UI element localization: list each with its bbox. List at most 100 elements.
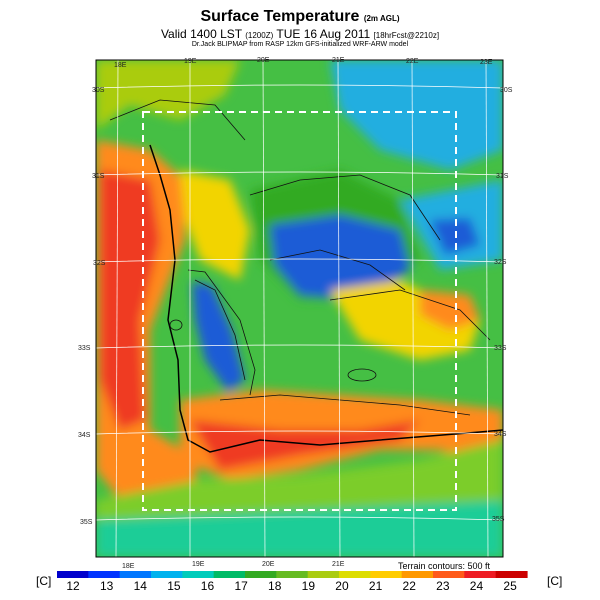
colorbar-tick-label: 15	[167, 579, 181, 593]
map-title-sub: (2m AGL)	[363, 14, 400, 23]
parallel-34s	[96, 430, 503, 435]
valid-utc: (1200Z)	[245, 31, 274, 40]
colorbar-tick-label: 24	[470, 579, 484, 593]
temperature-field	[96, 60, 503, 557]
terrain-contour-note: Terrain contours: 500 ft	[398, 561, 491, 571]
parallel-30s	[96, 84, 503, 89]
lat-label-left-32s: 32S	[93, 260, 106, 267]
colorbar-swatch	[401, 571, 434, 578]
field-west-warm	[180, 170, 250, 280]
parallel-35s	[96, 516, 503, 521]
colorbar-swatch	[307, 571, 340, 578]
lon-label-top-23e: 23E	[480, 59, 493, 66]
contour-6	[219, 394, 471, 416]
colorbar-tick-label: 17	[234, 579, 248, 593]
forecast-info: [18hrFcst@2210z]	[373, 31, 440, 40]
lat-label-right-30s: 30S	[500, 87, 513, 94]
parallel-33s	[96, 344, 503, 349]
lon-label-top-18e: 18E	[114, 62, 127, 69]
lat-label-left-35s: 35S	[80, 519, 93, 526]
lat-label-left-30s: 30S	[92, 87, 105, 94]
lon-label-top-19e: 19E	[184, 58, 197, 65]
field-ocean-cool	[96, 500, 503, 557]
colorbar-tick-label: 12	[66, 579, 80, 593]
parallel-32s	[96, 258, 503, 263]
lon-label-top-20e: 20E	[257, 57, 270, 64]
colorbar-swatch	[276, 571, 309, 578]
colorbar-tick-label: 25	[503, 579, 517, 593]
colorbar-tick-label: 21	[369, 579, 383, 593]
contour-1	[194, 279, 246, 381]
field-central-hot	[420, 290, 480, 330]
colorbar-unit-left: [C]	[36, 574, 51, 588]
contour-9	[169, 319, 183, 331]
field-ne-cool	[330, 60, 503, 170]
valid-prefix: Valid 1400 LST	[160, 27, 242, 41]
colorbar-swatch	[151, 571, 183, 578]
map-border	[95, 59, 504, 558]
colorbar-swatch	[495, 571, 528, 578]
field-west-hottest	[100, 170, 160, 430]
colorbar-swatch	[57, 571, 89, 578]
lat-label-left-33s: 33S	[78, 345, 91, 352]
meridian-22e	[411, 60, 415, 557]
meridian-18e	[115, 60, 119, 557]
colorbar-unit-right: [C]	[547, 574, 562, 588]
temperature-colorbar: [C] [C] 12 13 14 15 16 17 18 19 20 21 22 23 24 25	[36, 571, 562, 593]
graticule	[96, 60, 503, 557]
colorbar-swatch	[370, 571, 403, 578]
lat-label-right-34s: 34S	[494, 431, 507, 438]
field-central-warm	[330, 280, 480, 360]
colorbar-tick-label: 23	[436, 579, 450, 593]
valid-time-line: Valid 1400 LST (1200Z) TUE 16 Aug 2011 […	[0, 27, 600, 41]
colorbar-tick-label: 13	[100, 579, 114, 593]
colorbar-tick-labels: 12 13 14 15 16 17 18 19 20 21 22 23 24 25	[66, 579, 517, 593]
map-title: Surface Temperature (2m AGL)	[0, 8, 600, 26]
field-center-cold	[270, 215, 410, 300]
meridian-21e	[337, 60, 341, 557]
colorbar-tick-label: 14	[134, 579, 148, 593]
colorbar-tick-label: 20	[335, 579, 349, 593]
field-south-hottest	[190, 420, 420, 470]
top-longitude-labels: 18E 19E 20E 21E 22E 23E	[114, 57, 493, 69]
colorbar-swatch	[88, 571, 121, 578]
bottom-longitude-labels: 18E 19E 20E 21E	[122, 561, 345, 570]
contour-7	[109, 99, 246, 141]
parallel-31s	[96, 171, 503, 176]
lon-label-bottom-19e: 19E	[192, 561, 205, 568]
colorbar-swatch	[213, 571, 246, 578]
colorbar-tick-label: 18	[268, 579, 282, 593]
field-regions	[96, 60, 503, 557]
lat-label-left-34s: 34S	[78, 432, 91, 439]
colorbar-swatch	[433, 571, 465, 578]
colorbar-swatches	[57, 571, 528, 578]
colorbar-swatch	[464, 571, 497, 578]
contour-8	[347, 368, 377, 382]
field-nw-warm	[96, 60, 240, 130]
lat-label-left-31s: 31S	[92, 173, 105, 180]
lat-label-right-35s: 35S	[492, 516, 505, 523]
colorbar-tick-label: 16	[201, 579, 215, 593]
colorbar-swatch	[339, 571, 371, 578]
left-latitude-labels: 30S 31S 32S 33S 34S 35S	[78, 87, 106, 526]
contour-4	[269, 249, 406, 291]
lat-label-right-33s: 33S	[494, 345, 507, 352]
lon-label-top-21e: 21E	[332, 57, 345, 64]
lon-label-bottom-20e: 20E	[262, 561, 275, 568]
lon-label-top-22e: 22E	[406, 58, 419, 65]
map-title-text: Surface Temperature	[200, 8, 360, 25]
colorbar-swatch	[245, 571, 277, 578]
valid-date: TUE 16 Aug 2011	[276, 27, 371, 41]
contour-5	[329, 289, 491, 341]
lat-label-right-31s: 31S	[496, 173, 509, 180]
terrain-contours	[109, 99, 491, 416]
colorbar-swatch	[119, 571, 152, 578]
lon-label-bottom-18e: 18E	[122, 563, 135, 570]
inner-domain-box	[142, 111, 457, 511]
meridian-23e	[485, 60, 489, 557]
contour-2	[187, 269, 256, 396]
meridian-20e	[262, 60, 266, 557]
colorbar-tick-label: 22	[403, 579, 417, 593]
